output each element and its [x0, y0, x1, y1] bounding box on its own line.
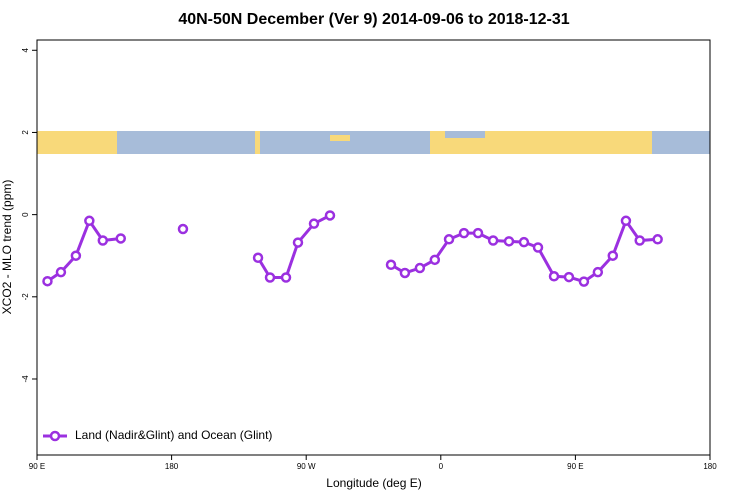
data-point [292, 237, 304, 248]
chart-title: 40N-50N December (Ver 9) 2014-09-06 to 2… [178, 11, 569, 28]
data-point [70, 250, 82, 261]
data-point [55, 266, 67, 278]
data-point [472, 227, 484, 239]
map-strip [37, 131, 710, 154]
data-point [652, 234, 663, 245]
y-tick-label: -4 [21, 375, 30, 383]
y-tick-label: 4 [21, 47, 30, 52]
data-point [620, 215, 632, 227]
data-point [563, 271, 575, 283]
data-point [399, 267, 411, 279]
data-point [308, 218, 320, 229]
data-point [264, 272, 276, 283]
data-point [503, 236, 515, 247]
x-tick-label: 180 [703, 462, 717, 471]
series-line [256, 214, 331, 279]
series-line [390, 217, 658, 284]
data-point [385, 259, 397, 271]
data-point [324, 210, 336, 221]
data-point [252, 252, 264, 264]
data-point [634, 235, 645, 246]
data-point [280, 272, 292, 283]
x-tick-label: 90 E [567, 462, 583, 471]
y-axis-label: XCO2 - MLO trend (ppm) [0, 180, 14, 315]
data-point [607, 250, 619, 261]
data-point [518, 236, 530, 248]
data-point [592, 266, 604, 278]
x-tick-label: 180 [165, 462, 179, 471]
data-point [458, 227, 470, 239]
x-tick-label: 0 [439, 462, 444, 471]
data-point [429, 254, 441, 266]
x-tick-label: 90 E [29, 462, 45, 471]
x-axis-label: Longitude (deg E) [326, 476, 421, 490]
y-tick-label: 0 [21, 212, 30, 217]
legend-marker [49, 430, 61, 442]
data-point [578, 276, 590, 287]
data-point [84, 215, 95, 227]
data-point [532, 242, 544, 253]
plot-frame [36, 39, 711, 456]
data-point [414, 262, 426, 274]
data-point [443, 234, 455, 245]
data-point [42, 275, 53, 287]
x-tick-label: 90 W [297, 462, 316, 471]
legend-label: Land (Nadir&Glint) and Ocean (Glint) [75, 428, 272, 442]
y-tick-label: -2 [21, 293, 30, 301]
data-point [177, 223, 189, 235]
y-tick-label: 2 [21, 130, 30, 135]
data-point [487, 235, 499, 246]
data-point [548, 271, 560, 282]
data-point [115, 233, 127, 244]
data-point [97, 235, 109, 246]
